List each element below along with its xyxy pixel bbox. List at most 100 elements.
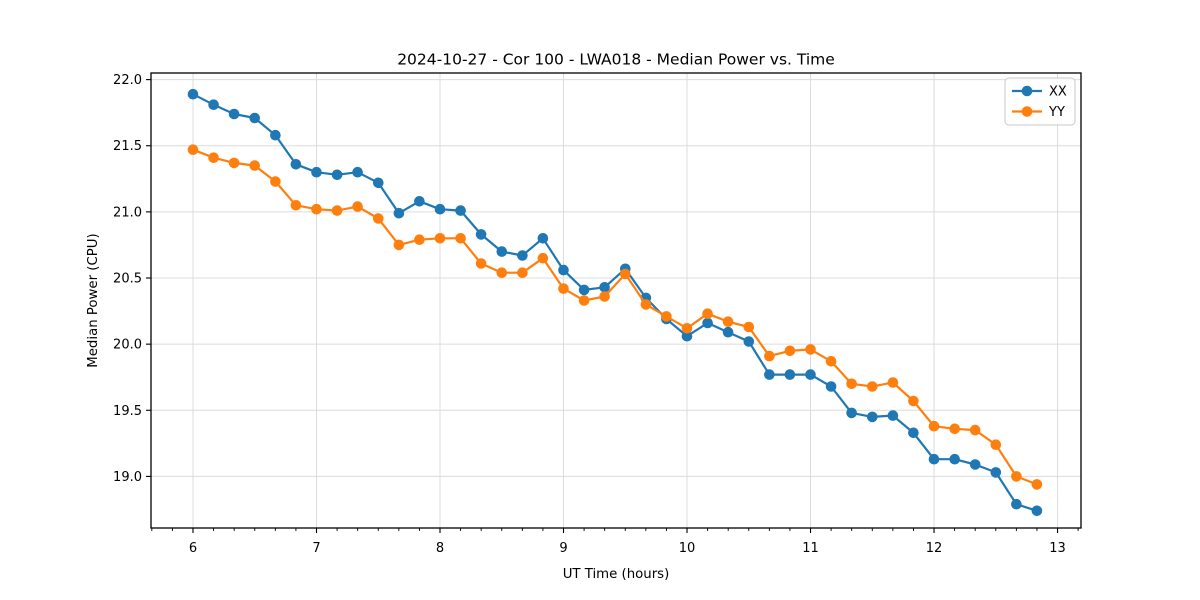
series-yy-point: [434, 233, 446, 244]
series-yy-point: [887, 377, 899, 388]
y-axis-label: Median Power (CPU): [86, 233, 101, 367]
series-xx-point: [352, 166, 363, 178]
series-yy-point: [764, 350, 775, 362]
y-tick-label: 20.0: [113, 338, 142, 353]
series-yy-point: [208, 152, 219, 163]
x-tick-label: 8: [436, 541, 444, 556]
series-yy-point: [249, 160, 260, 171]
series-yy-point: [681, 323, 693, 334]
tick-labels: 6 7 8 9 10 11 12 13 19.0 19.5 20.0 20.5 21.0 21.5 22.0: [113, 73, 1066, 556]
axis-ticks: [146, 79, 1079, 533]
series-yy-point: [228, 157, 240, 169]
series-xx-point: [702, 317, 713, 329]
series-xx-point: [373, 177, 384, 189]
x-tick-label: 7: [312, 541, 320, 556]
series-xx-point: [805, 369, 816, 380]
series-yy-point: [702, 308, 713, 320]
series-yy-point: [743, 321, 755, 333]
x-tick-label: 11: [802, 541, 819, 556]
series-xx-point: [434, 203, 446, 215]
y-tick-label: 21.5: [113, 139, 142, 154]
series-yy-point: [496, 267, 508, 279]
series-yy-point: [784, 345, 796, 357]
x-tick-label: 10: [679, 541, 696, 556]
legend-swatch-marker: [1021, 106, 1033, 117]
series-xx-point: [537, 233, 549, 244]
chart-title: 2024-10-27 - Cor 100 - LWA018 - Median P…: [397, 51, 835, 69]
series-yy-point: [1031, 479, 1043, 490]
y-tick-label: 19.0: [113, 470, 142, 485]
series-xx-point: [578, 284, 590, 296]
series-xx-point: [475, 229, 487, 240]
series-yy-point: [537, 252, 549, 264]
series-yy-point: [599, 291, 610, 302]
series-xx-point: [722, 326, 734, 338]
x-tick-label: 9: [559, 541, 567, 556]
series-xx-point: [249, 112, 260, 124]
series-xx-point: [928, 453, 940, 465]
series-xx-point: [331, 169, 343, 181]
series-yy-point: [969, 424, 981, 436]
series-xx-point: [496, 246, 508, 257]
series-yy-point: [517, 267, 528, 279]
x-axis-label: UT Time (hours): [563, 567, 670, 582]
series-yy-point: [373, 213, 384, 224]
legend-label: YY: [1048, 105, 1065, 120]
series-yy-point: [846, 378, 857, 390]
series-yy-point: [414, 234, 425, 245]
series-xx-point: [949, 453, 960, 465]
series-yy-point: [867, 381, 878, 392]
series-xx-point: [784, 369, 796, 380]
series-yy-point: [908, 395, 919, 407]
series-yy-point: [928, 420, 940, 432]
series-yy-point: [290, 200, 302, 211]
series-xx-point: [270, 129, 281, 141]
series-xx-point: [764, 369, 775, 380]
series-yy-point: [825, 356, 837, 367]
series-xx-point: [517, 250, 528, 261]
legend-label: XX: [1049, 85, 1067, 100]
series-yy-point: [331, 205, 343, 216]
y-tick-label: 20.5: [113, 272, 142, 287]
series-xx-point: [599, 282, 610, 293]
series-xx-point: [228, 108, 240, 120]
series-yy-point: [949, 423, 960, 435]
series-xx-point: [187, 88, 199, 100]
x-tick-label: 6: [189, 541, 197, 556]
series-xx-point: [393, 207, 405, 219]
series-yy-point: [352, 201, 363, 212]
series-yy-point: [270, 176, 281, 187]
series-xx-point: [1011, 498, 1022, 510]
series-yy-point: [455, 233, 466, 244]
series-xx-point: [208, 99, 219, 110]
series-xx-point: [414, 196, 425, 207]
series-yy-point: [640, 299, 652, 310]
series-yy-point: [661, 311, 672, 322]
series-xx-point: [311, 166, 322, 178]
series-yy-point: [475, 258, 487, 269]
series-xx-point: [558, 264, 569, 276]
series-xx-point: [290, 159, 302, 170]
x-tick-label: 13: [1049, 541, 1066, 556]
series-xx-point: [825, 381, 837, 392]
y-tick-label: 22.0: [113, 73, 142, 88]
gridlines: [151, 73, 1081, 528]
series-yy-point: [620, 268, 631, 280]
legend: XX YY: [1004, 77, 1076, 126]
series-xx-point: [887, 410, 899, 421]
series-xx-point: [969, 459, 981, 470]
series-xx-point: [455, 205, 466, 216]
y-tick-label: 21.0: [113, 205, 142, 220]
series-xx: [187, 88, 1043, 517]
series-yy-point: [393, 239, 405, 251]
series-xx-point: [846, 407, 857, 419]
series-yy-point: [990, 439, 1002, 451]
series-yy-point: [722, 316, 734, 328]
series-yy-point: [558, 283, 569, 294]
plot-border: [150, 72, 1082, 529]
series-xx-point: [681, 330, 693, 342]
series-xx-point: [908, 427, 919, 439]
